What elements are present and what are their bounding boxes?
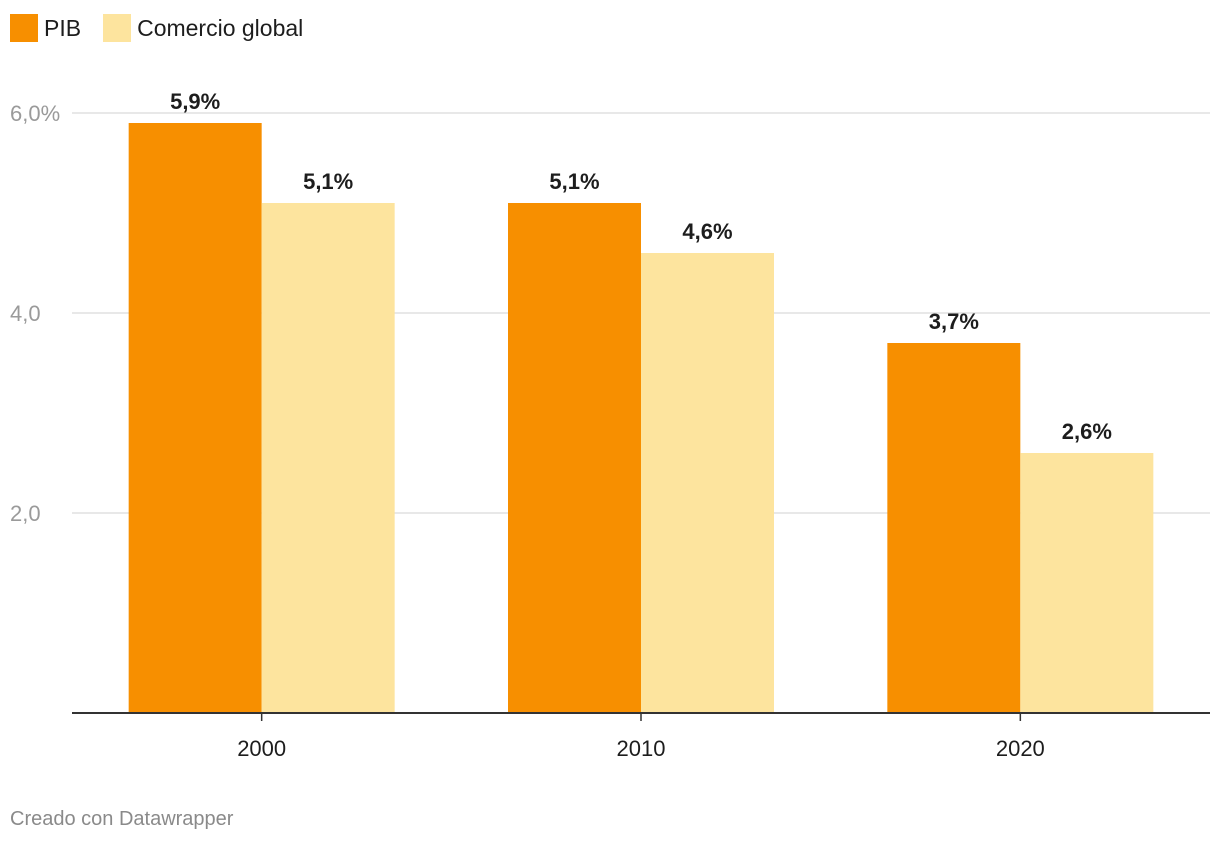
bar-comercio-global-2000	[261, 203, 395, 713]
data-label-comercio-global-2010: 4,6%	[682, 219, 732, 244]
x-tick-label-0: 2000	[237, 736, 286, 761]
data-label-comercio-global-2000: 5,1%	[303, 169, 353, 194]
legend-swatch-pib	[10, 14, 38, 42]
legend-item-pib: PIB	[10, 14, 81, 42]
x-tick-label-1: 2010	[617, 736, 666, 761]
footer-credit: Creado con Datawrapper	[10, 808, 234, 830]
y-tick-label-0: 2,0	[10, 501, 41, 526]
bar-comercio-global-2020	[1020, 453, 1154, 713]
y-tick-label-1: 4,0	[10, 301, 41, 326]
legend-label-pib: PIB	[44, 14, 82, 41]
data-label-pib-2000: 5,9%	[170, 89, 220, 114]
legend-label-comercio-global: Comercio global	[137, 14, 304, 41]
bar-pib-2000	[128, 123, 262, 713]
bar-comercio-global-2010	[641, 253, 774, 713]
x-tick-label-2: 2020	[996, 736, 1045, 761]
legend: PIB Comercio global	[10, 14, 325, 42]
data-label-pib-2010: 5,1%	[549, 169, 599, 194]
bar-pib-2010	[508, 203, 641, 713]
legend-item-comercio-global: Comercio global	[103, 14, 303, 42]
data-label-comercio-global-2020: 2,6%	[1062, 419, 1112, 444]
bar-pib-2020	[887, 343, 1021, 713]
y-tick-label-2: 6,0%	[10, 101, 60, 126]
legend-swatch-comercio-global	[103, 14, 132, 42]
data-label-pib-2020: 3,7%	[929, 309, 979, 334]
